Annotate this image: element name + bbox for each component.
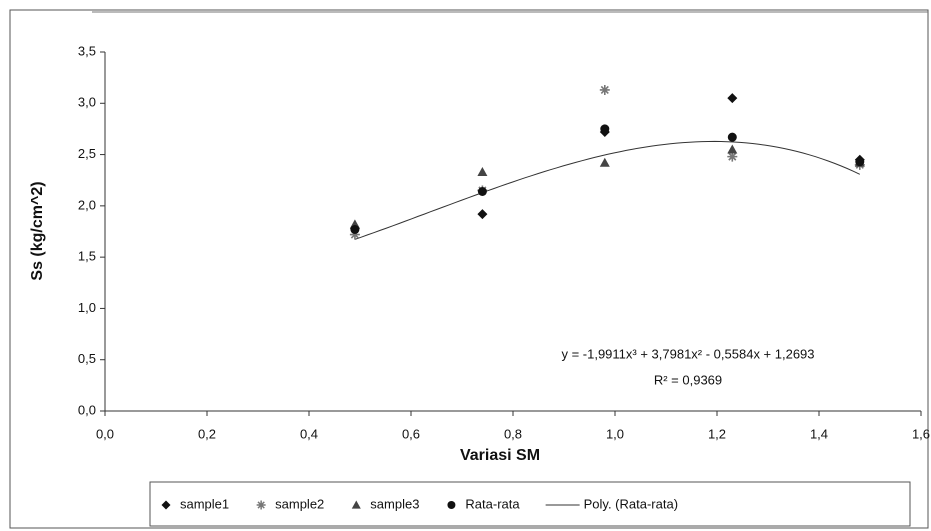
x-tick-label: 0,6 — [402, 426, 420, 441]
legend-marker — [352, 501, 361, 509]
legend-marker — [447, 501, 455, 509]
chart: Variasi SM Ss (kg/cm^2) y = -1,9911x³ + … — [0, 0, 931, 531]
y-tick-label: 3,0 — [78, 95, 96, 110]
trendline-r2: R² = 0,9369 — [654, 372, 722, 387]
y-tick-label: 3,5 — [78, 43, 96, 58]
data-point — [350, 225, 359, 234]
y-tick-label: 2,0 — [78, 197, 96, 212]
data-point — [727, 144, 737, 153]
legend-label: sample1 — [180, 496, 229, 511]
x-tick-label: 0,2 — [198, 426, 216, 441]
y-tick-label: 0,5 — [78, 351, 96, 366]
x-tick-label: 0,4 — [300, 426, 318, 441]
y-axis-title: Ss (kg/cm^2) — [29, 181, 46, 280]
y-tick-label: 1,5 — [78, 249, 96, 264]
y-tick-label: 1,0 — [78, 300, 96, 315]
data-point — [600, 85, 610, 95]
x-axis-title: Variasi SM — [460, 447, 540, 464]
legend-label: sample3 — [370, 496, 419, 511]
x-tick-label: 1,6 — [912, 426, 930, 441]
data-point — [600, 158, 610, 167]
y-tick-label: 0,0 — [78, 402, 96, 417]
legend-label: sample2 — [275, 496, 324, 511]
trendline — [355, 141, 860, 239]
y-tick-label: 2,5 — [78, 146, 96, 161]
legend-box — [150, 482, 910, 526]
x-tick-label: 1,2 — [708, 426, 726, 441]
x-tick-label: 0,0 — [96, 426, 114, 441]
x-tick-label: 1,4 — [810, 426, 828, 441]
legend-label: Poly. (Rata-rata) — [584, 496, 678, 511]
data-point — [600, 124, 609, 133]
x-tick-label: 0,8 — [504, 426, 522, 441]
trendline-equation: y = -1,9911x³ + 3,7981x² - 0,5584x + 1,2… — [561, 346, 814, 361]
data-point — [477, 209, 487, 219]
data-point — [727, 93, 737, 103]
legend-marker — [162, 501, 171, 510]
data-point — [478, 187, 487, 196]
legend-label: Rata-rata — [465, 496, 520, 511]
data-point — [728, 133, 737, 142]
data-point — [477, 167, 487, 176]
legend-marker — [257, 501, 266, 510]
data-point — [855, 157, 864, 166]
x-tick-label: 1,0 — [606, 426, 624, 441]
